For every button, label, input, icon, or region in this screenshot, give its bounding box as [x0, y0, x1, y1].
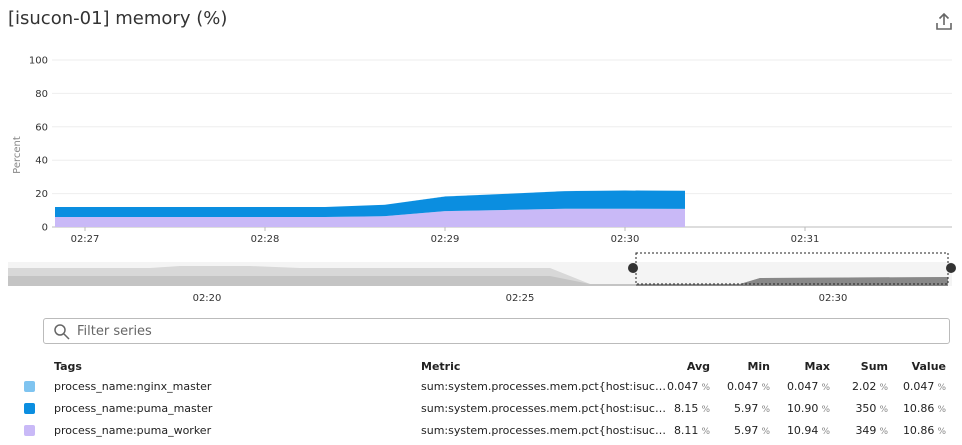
y-tick-label: 100	[29, 56, 48, 67]
stat-unit: %	[879, 427, 888, 437]
stat-cell: 2.02%	[852, 380, 888, 393]
area-series	[55, 190, 685, 218]
column-header: Avg	[686, 360, 710, 373]
stat-cell: 10.90%	[787, 402, 830, 415]
stat-unit: %	[821, 383, 830, 393]
stat-unit: %	[761, 405, 770, 415]
stat-value: 0.047	[666, 380, 699, 393]
stat-cell: 10.94%	[787, 424, 830, 437]
stat-value: 5.97	[733, 402, 759, 415]
stat-unit: %	[701, 405, 710, 415]
stat-unit: %	[879, 383, 888, 393]
x-tick-label: 02:28	[251, 234, 280, 245]
y-tick-label: 20	[35, 189, 48, 200]
metric-cell: sum:system.processes.mem.pct{host:isuc…	[421, 424, 666, 437]
stat-cell: 5.97%	[734, 402, 770, 415]
stat-value: 10.86	[902, 424, 935, 437]
stat-value: 350	[855, 402, 877, 415]
series-swatch	[24, 403, 35, 414]
stat-unit: %	[821, 427, 830, 437]
metric-cell: sum:system.processes.mem.pct{host:isuc…	[421, 402, 666, 415]
stat-unit: %	[937, 405, 946, 415]
filter-input[interactable]: Filter series	[43, 318, 950, 344]
column-header: Max	[804, 360, 830, 373]
y-tick-label: 80	[35, 89, 48, 100]
tag-cell: process_name:puma_worker	[54, 424, 212, 437]
y-axis-label: Percent	[12, 136, 23, 174]
table-row[interactable]: process_name:nginx_master sum:system.proc…	[0, 377, 962, 397]
stat-unit: %	[761, 427, 770, 437]
series-swatch	[24, 425, 35, 436]
stat-value: 10.86	[902, 402, 935, 415]
table-header: Tags Metric Avg Min Max Sum Value	[0, 357, 962, 377]
stat-value: 0.047	[786, 380, 819, 393]
stat-unit: %	[937, 427, 946, 437]
stat-value: 0.047	[726, 380, 759, 393]
area-series	[55, 208, 685, 227]
stat-cell: 349%	[855, 424, 888, 437]
overview[interactable]	[8, 252, 956, 286]
y-tick-label: 60	[35, 122, 48, 133]
column-header: Metric	[421, 360, 461, 373]
stat-cell: 8.11%	[674, 424, 710, 437]
stat-unit: %	[701, 427, 710, 437]
stat-unit: %	[879, 405, 888, 415]
stat-value: 8.15	[673, 402, 699, 415]
stat-unit: %	[701, 383, 710, 393]
tag-cell: process_name:puma_master	[54, 402, 213, 415]
overview-tick-label: 02:20	[193, 293, 222, 304]
chart: Percent 0 20 40 60 80 100 02:27 02:28 02:29 02:30…	[8, 56, 956, 304]
filter-placeholder: Filter series	[77, 324, 152, 339]
stat-cell: 0.047%	[727, 380, 770, 393]
table-row[interactable]: process_name:puma_worker sum:system.proce…	[0, 421, 962, 441]
stat-unit: %	[821, 405, 830, 415]
column-header: Sum	[860, 360, 888, 373]
stat-cell: 5.97%	[734, 424, 770, 437]
overview-tick-label: 02:25	[506, 293, 535, 304]
stat-unit: %	[761, 383, 770, 393]
column-header: Min	[747, 360, 770, 373]
stat-cell: 350%	[855, 402, 888, 415]
column-header: Value	[911, 360, 946, 373]
tag-cell: process_name:nginx_master	[54, 380, 212, 393]
x-tick-label: 02:30	[611, 234, 640, 245]
stat-cell: 0.047%	[903, 380, 946, 393]
stat-unit: %	[937, 383, 946, 393]
stat-value: 10.94	[786, 424, 819, 437]
y-tick-label: 0	[42, 223, 48, 234]
stat-cell: 8.15%	[674, 402, 710, 415]
x-tick-label: 02:29	[431, 234, 460, 245]
metric-cell: sum:system.processes.mem.pct{host:isuc…	[421, 380, 666, 393]
stat-value: 2.02	[851, 380, 877, 393]
x-tick-label: 02:27	[71, 234, 100, 245]
stat-cell: 0.047%	[667, 380, 710, 393]
stat-cell: 10.86%	[903, 424, 946, 437]
stat-value: 10.90	[786, 402, 819, 415]
search-icon	[54, 324, 70, 340]
stat-value: 0.047	[902, 380, 935, 393]
widget-title: [isucon-01] memory (%)	[8, 8, 228, 29]
column-header: Tags	[54, 360, 82, 373]
x-tick-label: 02:31	[791, 234, 820, 245]
stat-value: 8.11	[673, 424, 699, 437]
stat-value: 349	[855, 424, 877, 437]
overview-tick-label: 02:30	[819, 293, 848, 304]
series-swatch	[24, 381, 35, 392]
y-tick-label: 40	[35, 156, 48, 167]
table-row[interactable]: process_name:puma_master sum:system.proce…	[0, 399, 962, 419]
stat-cell: 10.86%	[903, 402, 946, 415]
stat-value: 5.97	[733, 424, 759, 437]
export-icon[interactable]	[934, 12, 954, 32]
stat-cell: 0.047%	[787, 380, 830, 393]
